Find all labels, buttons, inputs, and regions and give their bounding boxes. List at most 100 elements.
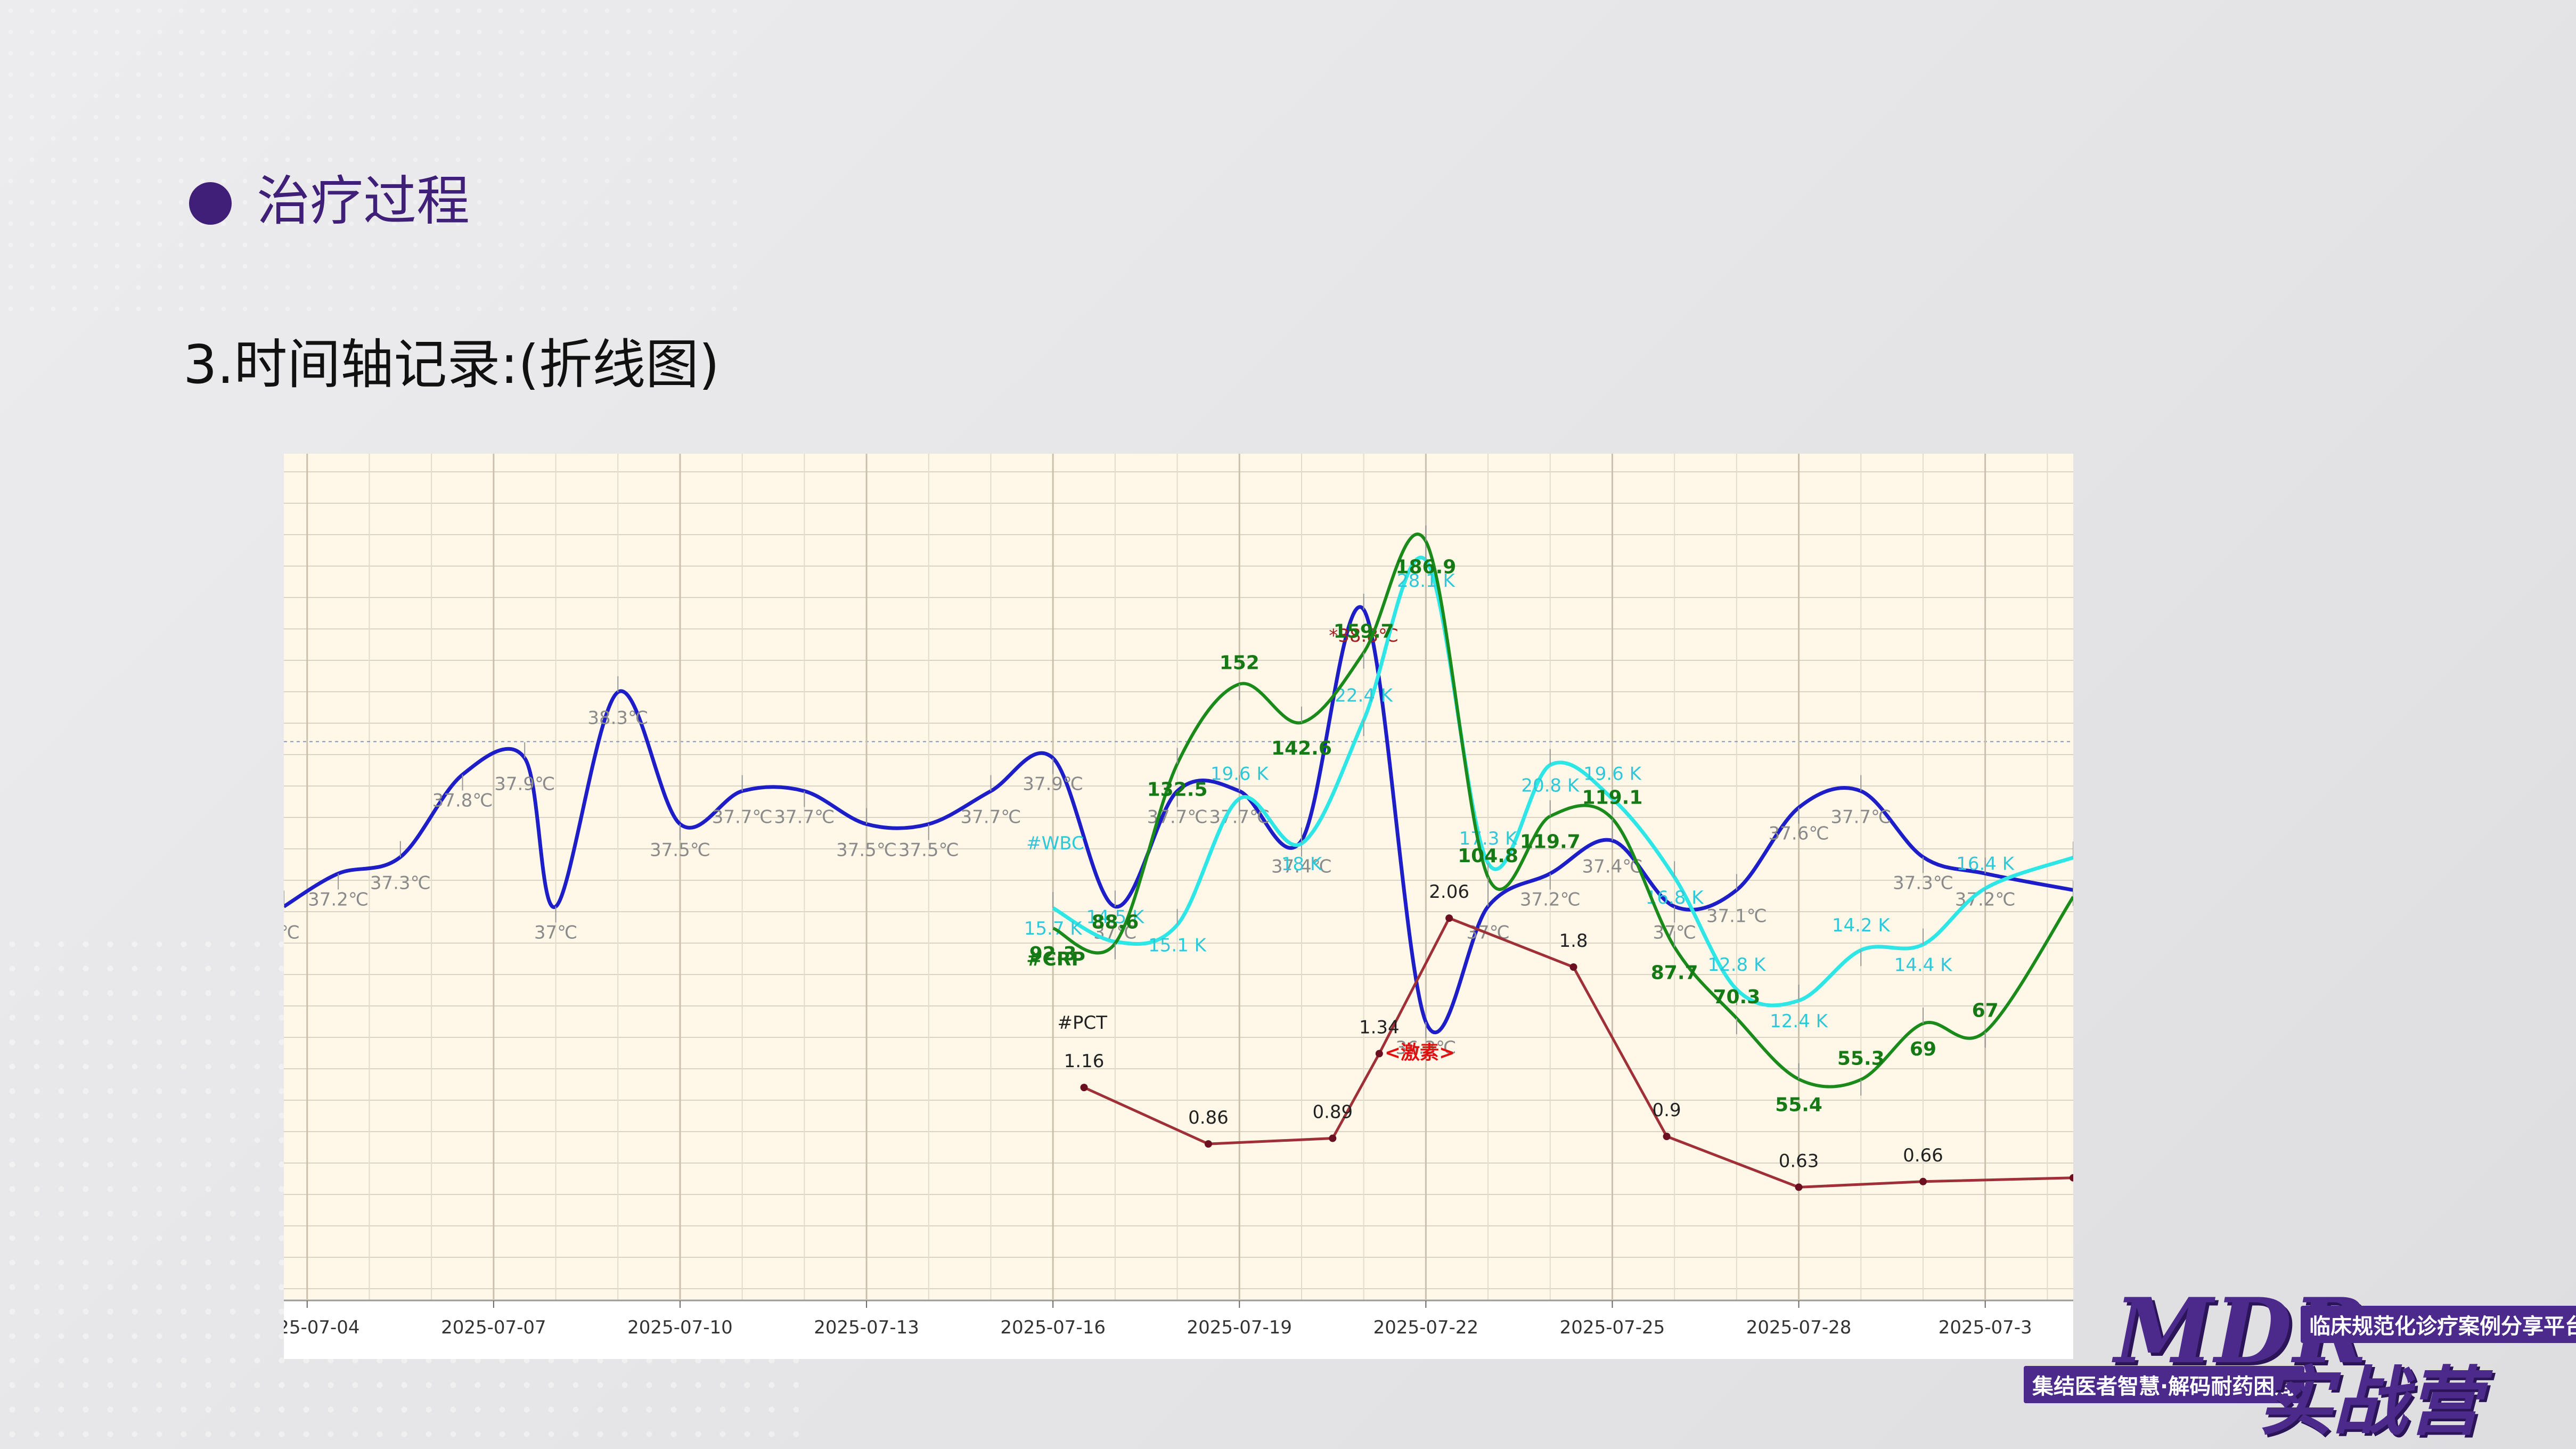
brand-tag-bottom: 集结医者智慧·解码耐药困局 <box>2024 1366 2305 1403</box>
data-label-crp: 67 <box>1972 1000 1999 1021</box>
data-point-pct <box>1080 1084 1088 1092</box>
data-label-temperature: 37.7℃ <box>1830 807 1891 828</box>
data-label-temperature: 37℃ <box>1093 922 1136 943</box>
data-label-pct: 0.9 <box>1653 1100 1681 1121</box>
data-label-crp: 87.7 <box>1651 962 1698 984</box>
data-point-pct <box>1569 963 1577 971</box>
data-label-temperature: 37.6℃ <box>1769 823 1829 845</box>
x-tick-label: 2025-07-22 <box>1373 1317 1479 1338</box>
series-name-label: #PCT <box>1058 1012 1108 1034</box>
data-point-pct <box>1919 1177 1927 1185</box>
x-tick-label: 2025-07-07 <box>441 1317 546 1338</box>
data-label-crp: 159.7 <box>1334 621 1394 643</box>
chart-svg: 2025-07-04 2025-07-07 2025-07-10 2025-07-13… <box>284 454 2073 1359</box>
data-label-wbc: 19.6 K <box>1583 764 1642 785</box>
data-label-wbc: 15.1 K <box>1148 935 1207 956</box>
data-label-temperature: 38.3℃ <box>587 708 648 729</box>
x-tick-label: 2025-07-25 <box>1560 1317 1665 1338</box>
data-label-temperature: 37.7℃ <box>712 807 773 828</box>
data-point-pct <box>1329 1134 1337 1142</box>
data-label-wbc: 14.5 K <box>1086 906 1145 928</box>
series-line-crp <box>1052 533 2073 1088</box>
plot-background <box>284 454 2073 1359</box>
data-label-pct: 1.34 <box>1359 1017 1400 1038</box>
series-line-temperature <box>284 605 2073 1035</box>
data-point-pct <box>1204 1140 1212 1148</box>
data-label-wbc: 12.4 K <box>1770 1011 1829 1032</box>
data-label-temperature: 37.2℃ <box>308 889 369 910</box>
data-label-wbc: 18 K <box>1281 854 1323 875</box>
brand-logo: MDR 临床规范化诊疗案例分享平台 集结医者智慧·解码耐药困局 实战营 <box>2024 1278 2576 1446</box>
data-label-crp: 70.3 <box>1713 986 1760 1008</box>
data-label-crp: 132.5 <box>1147 779 1208 800</box>
data-label-wbc: 16.4 K <box>1956 853 2015 874</box>
x-tick-label: 2025-07-3 <box>1939 1317 2032 1338</box>
data-label-crp: 88.6 <box>1091 912 1139 934</box>
data-label-temperature: 37.4℃ <box>1582 856 1643 877</box>
data-label-temperature: 5℃ <box>284 922 300 943</box>
data-label-temperature: 37.1℃ <box>1706 905 1767 927</box>
x-tick-label: 2025-07-13 <box>814 1317 919 1338</box>
data-label-temperature: 37.7℃ <box>961 807 1021 828</box>
data-label-crp: 55.3 <box>1837 1047 1885 1069</box>
data-label-crp: 55.4 <box>1775 1094 1822 1116</box>
decor-dots-top <box>0 0 746 320</box>
data-label-pct: 0.63 <box>1779 1150 1819 1172</box>
data-label-temperature: 37℃ <box>534 922 577 943</box>
data-label-pct: 0.89 <box>1312 1102 1353 1123</box>
data-label-crp: 104.8 <box>1458 845 1518 867</box>
section-title: 治疗过程 <box>257 170 470 232</box>
data-label-crp: 69 <box>1910 1038 1936 1060</box>
data-label-temperature: 37.3℃ <box>370 872 431 894</box>
data-point-pct <box>2070 1174 2073 1182</box>
data-label-temperature: 36.3℃ <box>1395 1037 1456 1059</box>
data-label-pct: 0.66 <box>1903 1145 1943 1166</box>
data-label-wbc: 14.2 K <box>1832 915 1891 936</box>
x-tick-label: 2025-07-04 <box>284 1317 360 1338</box>
data-label-crp: 119.1 <box>1582 787 1643 808</box>
data-label-temperature: 37.5℃ <box>898 839 959 861</box>
data-label-wbc: 19.6 K <box>1211 764 1270 785</box>
data-label-pct: 2.06 <box>1429 881 1469 903</box>
data-label-pct: 1.8 <box>1559 930 1588 952</box>
data-label-temperature: 37.8℃ <box>432 790 493 812</box>
x-tick-label: 2025-07-28 <box>1746 1317 1852 1338</box>
data-label-temperature: 37.9℃ <box>1023 774 1083 795</box>
data-label-temperature: 37.9℃ <box>494 774 555 795</box>
data-label-temperature: 37.7℃ <box>774 807 835 828</box>
data-label-wbc: 28.1 K <box>1397 570 1456 592</box>
bullet-icon <box>189 182 232 225</box>
data-label-temperature: 37.4℃ <box>1271 856 1332 877</box>
x-tick-label: 2025-07-19 <box>1187 1317 1292 1338</box>
series-name-label: #WBC <box>1026 833 1084 854</box>
series-name-label: #CRP <box>1026 948 1085 970</box>
x-tick-label: 2025-07-16 <box>1000 1317 1106 1338</box>
data-label-crp: 92.3 <box>1029 943 1077 965</box>
data-label-crp: 119.7 <box>1520 831 1581 853</box>
data-point-pct <box>1795 1183 1803 1191</box>
data-label-crp: 186.9 <box>1395 556 1456 578</box>
brand-camp-text: 实战营 <box>2258 1359 2482 1446</box>
data-label-temperature: 37.5℃ <box>650 839 710 861</box>
data-label-wbc: 22.4 K <box>1335 685 1394 706</box>
x-axis-strip <box>284 1301 2073 1359</box>
data-label-pct: 1.16 <box>1064 1051 1105 1072</box>
data-point-pct <box>1445 914 1453 922</box>
brand-tag-top: 临床规范化诊疗案例分享平台 <box>2301 1306 2576 1343</box>
x-tick-label: 2025-07-10 <box>627 1317 733 1338</box>
data-label-temperature: 37.3℃ <box>1893 872 1953 894</box>
series-line-pct <box>1083 916 2073 1189</box>
timeline-chart: 2025-07-04 2025-07-07 2025-07-10 2025-07-13… <box>284 454 2073 1359</box>
data-label-crp: 152 <box>1220 652 1260 674</box>
data-label-pct: 0.86 <box>1188 1107 1229 1128</box>
data-label-wbc: 20.8 K <box>1521 775 1580 797</box>
page-subtitle: 3.时间轴记录:(折线图) <box>183 333 720 396</box>
data-point-pct <box>1663 1133 1671 1140</box>
data-label-temperature: 37.5℃ <box>836 839 897 861</box>
data-label-wbc: 12.8 K <box>1707 954 1767 976</box>
data-label-temperature: 37.2℃ <box>1520 889 1581 910</box>
data-label-crp: 142.6 <box>1271 738 1332 759</box>
annotation-label: <激素> <box>1385 1042 1455 1064</box>
data-label-wbc: 14.4 K <box>1894 955 1953 976</box>
